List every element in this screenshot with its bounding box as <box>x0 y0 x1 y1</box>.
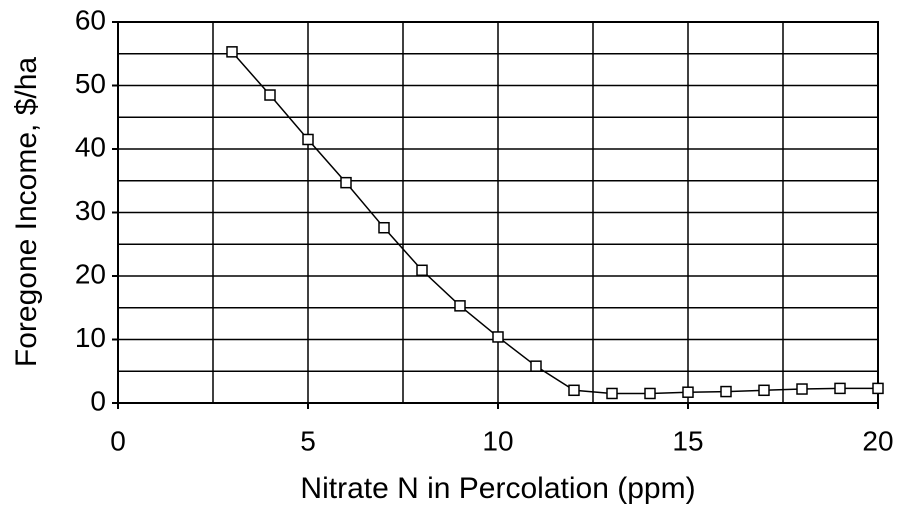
data-marker <box>264 89 276 101</box>
x-tick-label: 0 <box>110 425 126 456</box>
data-marker <box>568 384 580 397</box>
data-marker <box>454 300 466 312</box>
y-tick-label: 0 <box>90 385 106 416</box>
data-marker <box>758 384 770 397</box>
data-marker <box>872 382 884 395</box>
data-marker <box>530 360 542 372</box>
y-tick-label: 40 <box>75 131 106 162</box>
x-axis-label: Nitrate N in Percolation (ppm) <box>300 472 695 505</box>
x-tick-label: 15 <box>672 425 703 456</box>
data-marker <box>720 385 732 398</box>
data-marker <box>302 133 314 146</box>
y-tick-label: 20 <box>75 258 106 289</box>
x-tick-label: 10 <box>482 425 513 456</box>
x-tick-label: 20 <box>862 425 893 456</box>
data-marker <box>834 382 846 395</box>
y-tick-label: 30 <box>75 195 106 226</box>
data-marker <box>682 386 694 398</box>
y-tick-label: 50 <box>75 68 106 99</box>
data-marker <box>378 221 390 234</box>
y-tick-label: 60 <box>75 4 106 35</box>
data-marker <box>606 387 618 400</box>
data-marker <box>492 331 504 343</box>
data-marker <box>644 387 656 400</box>
data-marker <box>340 176 352 189</box>
data-marker <box>416 264 428 277</box>
data-marker <box>226 46 238 58</box>
data-marker <box>796 383 808 395</box>
x-tick-label: 5 <box>300 425 316 456</box>
data-line <box>231 51 878 395</box>
y-tick-label: 10 <box>75 322 106 353</box>
y-axis-label: Foregone Income, $/ha <box>10 57 43 368</box>
